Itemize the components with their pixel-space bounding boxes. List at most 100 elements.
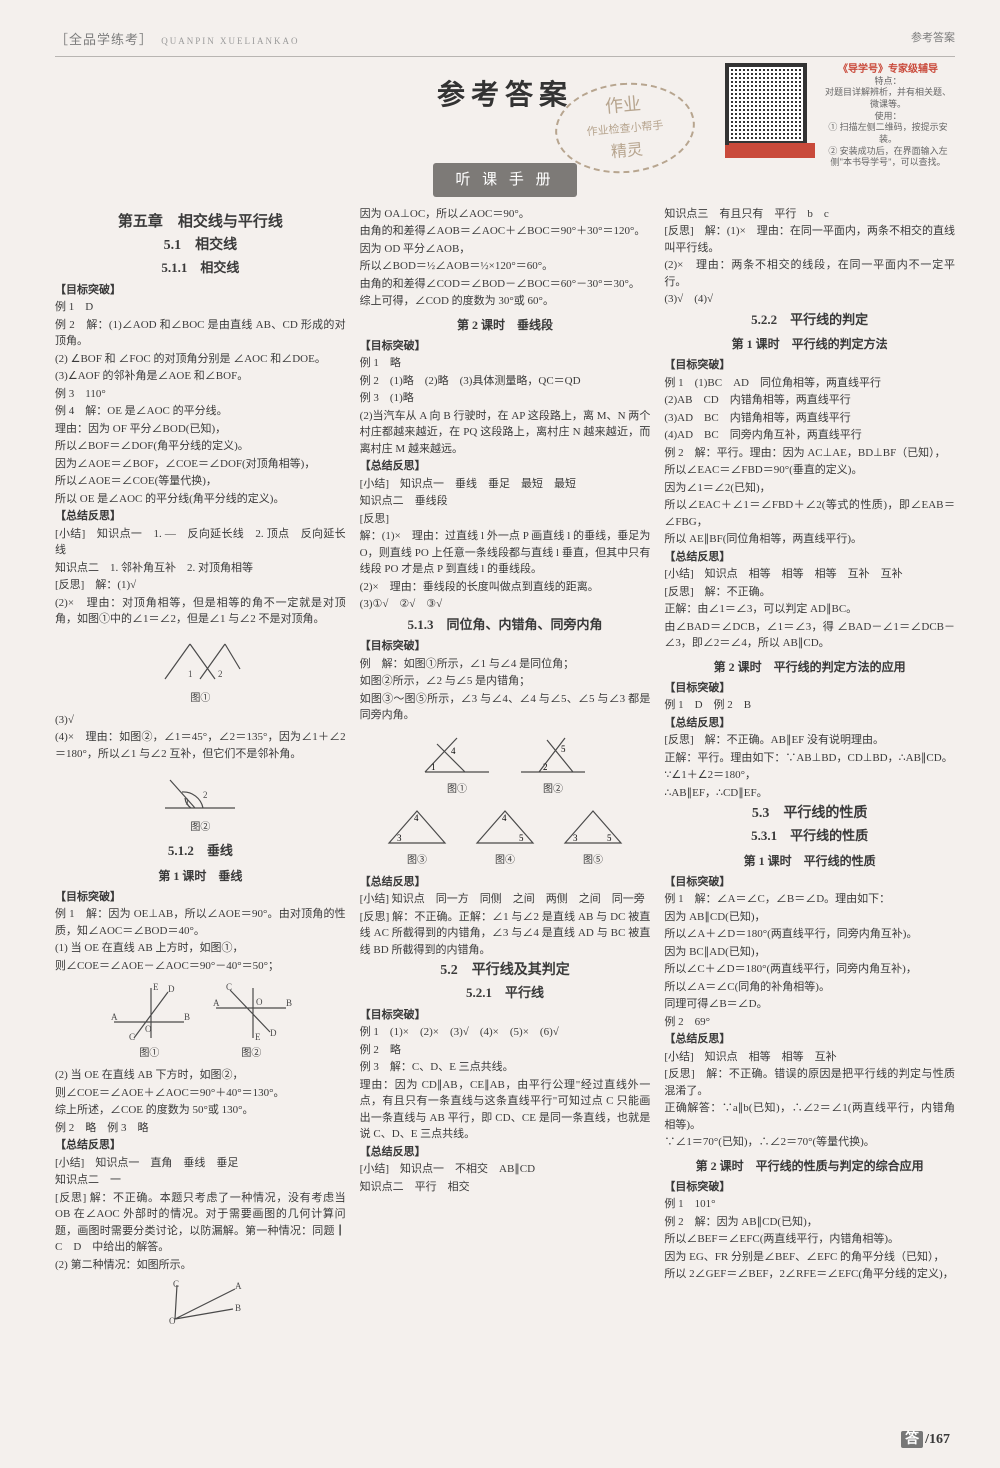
body-text: 例 1 (1)× (2)× (3)√ (4)× (5)× (6)√ — [360, 1024, 651, 1041]
figure-caption: 图⑤ — [557, 853, 629, 868]
body-text: (4)× 理由：如图②，∠1＝45°，∠2＝135°，因为∠1＋∠2＝180°，… — [55, 729, 346, 762]
figure-caption: 图③ — [381, 853, 453, 868]
target-tag: 【目标突破】 — [55, 282, 346, 299]
svg-text:4: 4 — [502, 813, 507, 823]
body-text: 例 1 D 例 2 B — [664, 697, 955, 714]
summary-tag: 【总结反思】 — [664, 1031, 955, 1048]
body-text: 例 2 略 例 3 略 — [55, 1120, 346, 1137]
book-title: ［全品学练考］ QUANPIN XUELIANKAO — [55, 30, 300, 50]
body-text: 所以∠A＝∠C(同角的补角相等)。 — [664, 979, 955, 996]
svg-text:A: A — [213, 998, 220, 1008]
lesson-heading: 第 1 课时 平行线的性质 — [664, 852, 955, 870]
sub-title-badge: 听 课 手 册 — [433, 163, 576, 198]
body-text: [小结] 知识点一 直角 垂线 垂足 — [55, 1155, 346, 1172]
svg-text:E: E — [255, 1032, 261, 1042]
body-text: 所以 OE 是∠AOC 的平分线(角平分线的定义)。 — [55, 491, 346, 508]
section-5-1: 5.1 相交线 — [55, 235, 346, 256]
body-text: 例 3 (1)略 — [360, 390, 651, 407]
svg-text:C: C — [173, 1279, 179, 1289]
figure-caption: 图② — [513, 782, 593, 797]
figure-bottom: O A B C — [55, 1279, 346, 1327]
body-text: ∵∠1＝70°(已知)，∴∠2＝70°(等量代换)。 — [664, 1134, 955, 1151]
svg-text:O: O — [145, 1024, 152, 1034]
svg-text:3: 3 — [573, 833, 578, 843]
body-text: 知识点三 有且只有 平行 b c — [664, 206, 955, 223]
body-text: 例 3 解：C、D、E 三点共线。 — [360, 1059, 651, 1076]
target-tag: 【目标突破】 — [360, 638, 651, 655]
figure-caption: 图④ — [469, 853, 541, 868]
svg-text:O: O — [256, 997, 263, 1007]
stamp-line-2: 作业检查小帮手 — [586, 117, 664, 140]
figure-caption: 图② — [55, 820, 346, 835]
book-title-pinyin: QUANPIN XUELIANKAO — [161, 36, 299, 46]
body-text: ∵∠1＋∠2＝180°， — [664, 767, 955, 784]
body-text: 例 2 (1)略 (2)略 (3)具体测量略，QC＝QD — [360, 373, 651, 390]
figure-caption: 图① — [417, 782, 497, 797]
body-text: 例 2 解：因为 AB∥CD(已知)， — [664, 1214, 955, 1231]
subsection-5-2-1: 5.2.1 平行线 — [360, 983, 651, 1003]
qr-description: 《导学号》专家级辅导 特点： 对题目详解辨析，并有相关题、微课等。 使用： ① … — [821, 63, 955, 170]
figure-caption: 图① — [55, 691, 346, 706]
body-text: 例 1 D — [55, 299, 346, 316]
body-text: 知识点二 垂线段 — [360, 493, 651, 510]
body-text: 例 解：如图①所示，∠1 与∠4 是同位角； — [360, 656, 651, 673]
body-text: 因为 EG、FR 分别是∠BEF、∠EFC 的角平分线（已知）， — [664, 1249, 955, 1266]
subsection-5-3-1: 5.3.1 平行线的性质 — [664, 826, 955, 846]
svg-text:4: 4 — [414, 813, 419, 823]
lesson-heading: 第 2 课时 垂线段 — [360, 316, 651, 334]
target-tag: 【目标突破】 — [664, 680, 955, 697]
body-text: 知识点二 一 — [55, 1172, 346, 1189]
summary-tag: 【总结反思】 — [360, 874, 651, 891]
svg-text:A: A — [235, 1281, 242, 1291]
body-text: 正解：平行。理由如下：∵AB⊥BD，CD⊥BD，∴AB∥CD。 — [664, 750, 955, 767]
body-text: (2)AB CD 内错角相等，两直线平行 — [664, 392, 955, 409]
target-tag: 【目标突破】 — [664, 1179, 955, 1196]
body-text: 所以∠BEF＝∠EFC(两直线平行，内错角相等)。 — [664, 1231, 955, 1248]
body-text: [反思] 解：不正确。错误的原因是把平行线的判定与性质混淆了。 — [664, 1066, 955, 1099]
body-text: 所以∠EAC＝∠FBD＝90°(垂直的定义)。 — [664, 462, 955, 479]
body-text: [小结] 知识点 相等 相等 相等 互补 互补 — [664, 566, 955, 583]
svg-text:1: 1 — [188, 669, 193, 679]
svg-text:1: 1 — [185, 797, 190, 807]
footer-badge: 答 — [901, 1431, 923, 1448]
body-text: ∴AB∥EF，∴CD∥EF。 — [664, 785, 955, 802]
body-text: 例 1 (1)BC AD 同位角相等，两直线平行 — [664, 375, 955, 392]
body-text: 所以∠C＋∠D＝180°(两直线平行，同旁内角互补)， — [664, 961, 955, 978]
body-text: (2)× 理由：两条不相交的线段，在同一平面内不一定平行。 — [664, 257, 955, 290]
body-text: 综上所述，∠COE 的度数为 50°或 130°。 — [55, 1102, 346, 1119]
qr-heading: 《导学号》专家级辅导 — [821, 63, 955, 76]
page-number: /167 — [925, 1432, 950, 1447]
body-text: [反思] — [360, 511, 651, 528]
body-text: (2) ∠BOF 和 ∠FOC 的对顶角分别是 ∠AOC 和∠DOE。 — [55, 351, 346, 368]
svg-text:D: D — [168, 984, 175, 994]
svg-text:C: C — [226, 982, 232, 992]
body-text: 例 2 解：平行。理由：因为 AC⊥AE，BD⊥BF（已知）， — [664, 445, 955, 462]
section-5-2: 5.2 平行线及其判定 — [360, 960, 651, 981]
body-text: 知识点二 1. 邻补角互补 2. 对顶角相等 — [55, 560, 346, 577]
qr-l4: ① 扫描左侧二维码，按提示安装。 — [821, 122, 955, 145]
page-header: ［全品学练考］ QUANPIN XUELIANKAO 参考答案 — [55, 30, 955, 50]
body-text: 综上可得，∠COD 的度数为 30°或 60°。 — [360, 293, 651, 310]
column-3: 知识点三 有且只有 平行 b c [反思] 解：(1)× 理由：在同一平面内，两… — [664, 205, 955, 1334]
svg-text:1: 1 — [431, 762, 436, 772]
body-text: [小结] 知识点一 垂线 垂足 最短 最短 — [360, 476, 651, 493]
column-1: 第五章 相交线与平行线 5.1 相交线 5.1.1 相交线 【目标突破】 例 1… — [55, 205, 346, 1334]
svg-text:2: 2 — [543, 762, 548, 772]
summary-tag: 【总结反思】 — [55, 508, 346, 525]
body-text: [反思] 解：不正确。AB∥EF 没有说明理由。 — [664, 732, 955, 749]
body-text: 例 1 解：∠A＝∠C，∠B＝∠D。理由如下： — [664, 891, 955, 908]
body-text: 例 1 解：因为 OE⊥AB，所以∠AOE＝90°。由对顶角的性质，知∠AOC＝… — [55, 906, 346, 939]
summary-tag: 【总结反思】 — [360, 1144, 651, 1161]
body-text: 所以∠AOE＝∠COE(等量代换)， — [55, 473, 346, 490]
qr-block: 3792260 《导学号》专家级辅导 特点： 对题目详解辨析，并有相关题、微课等… — [725, 63, 955, 170]
body-text: 因为 AB∥CD(已知)， — [664, 909, 955, 926]
body-text: 所以∠BOF＝∠DOF(角平分线的定义)。 — [55, 438, 346, 455]
subsection-5-1-1: 5.1.1 相交线 — [55, 258, 346, 278]
svg-text:B: B — [184, 1012, 190, 1022]
qr-l3: 使用： — [821, 111, 955, 123]
body-text: 例 3 110° — [55, 386, 346, 403]
lesson-heading: 第 2 课时 平行线的性质与判定的综合应用 — [664, 1157, 955, 1175]
body-text: (4)AD BC 同旁内角互补，两直线平行 — [664, 427, 955, 444]
summary-tag: 【总结反思】 — [360, 458, 651, 475]
content-columns: 第五章 相交线与平行线 5.1 相交线 5.1.1 相交线 【目标突破】 例 1… — [55, 205, 955, 1334]
